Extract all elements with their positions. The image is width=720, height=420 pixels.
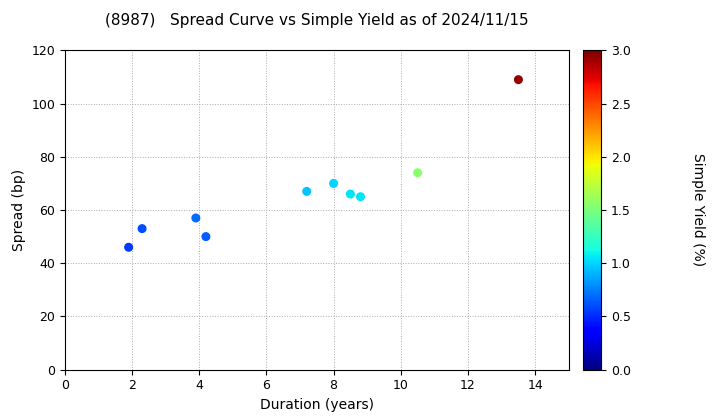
Point <box>136 225 148 232</box>
Point <box>355 193 366 200</box>
Point <box>328 180 339 187</box>
Point <box>345 191 356 197</box>
Point <box>412 169 423 176</box>
Text: (8987)   Spread Curve vs Simple Yield as of 2024/11/15: (8987) Spread Curve vs Simple Yield as o… <box>105 13 528 28</box>
Text: Simple Yield (%): Simple Yield (%) <box>691 153 706 267</box>
X-axis label: Duration (years): Duration (years) <box>260 398 374 412</box>
Point <box>200 233 212 240</box>
Point <box>301 188 312 195</box>
Y-axis label: Spread (bp): Spread (bp) <box>12 169 26 251</box>
Point <box>123 244 135 251</box>
Point <box>190 215 202 221</box>
Point <box>513 76 524 83</box>
